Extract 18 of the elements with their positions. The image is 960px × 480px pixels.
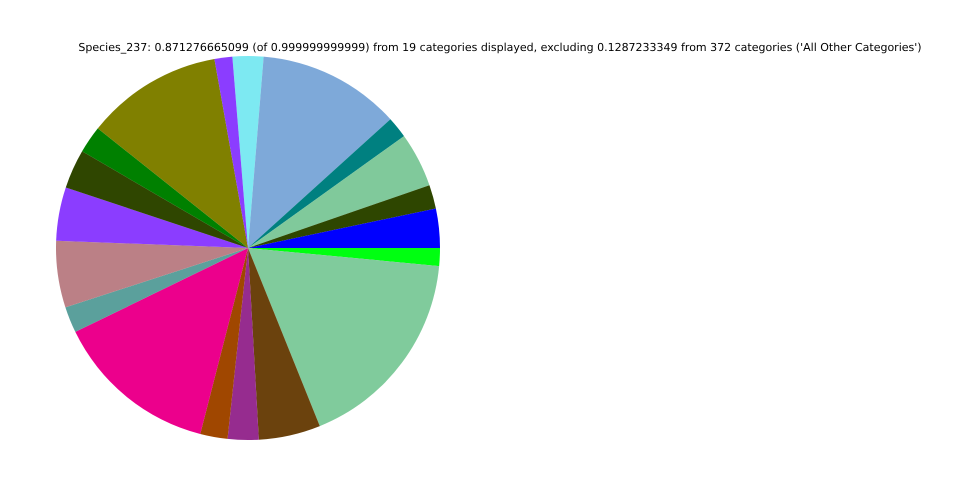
pie-slice xyxy=(248,119,404,248)
pie-slice xyxy=(200,248,248,439)
pie-slice xyxy=(65,248,248,332)
pie-slice xyxy=(228,248,259,440)
pie-slice xyxy=(75,248,248,434)
text: Species_237: 0.871276665099 (of 0.999999999999) from 19 categories displayed, excluding 0.1287233349 from 372 categories ('All Other Categories') xyxy=(78,41,922,54)
pie-slice xyxy=(248,248,320,440)
pie-slice xyxy=(232,56,264,248)
pie-slice xyxy=(56,188,248,248)
pie-slice xyxy=(56,240,248,308)
pie-slice xyxy=(248,248,440,266)
pie-slice xyxy=(248,56,390,248)
pie-slice xyxy=(82,128,248,248)
pie-slice xyxy=(66,151,248,248)
pie-slice xyxy=(248,185,436,248)
pie-slice xyxy=(98,58,248,248)
pie-slice xyxy=(214,56,248,248)
pie-slice xyxy=(248,208,440,248)
